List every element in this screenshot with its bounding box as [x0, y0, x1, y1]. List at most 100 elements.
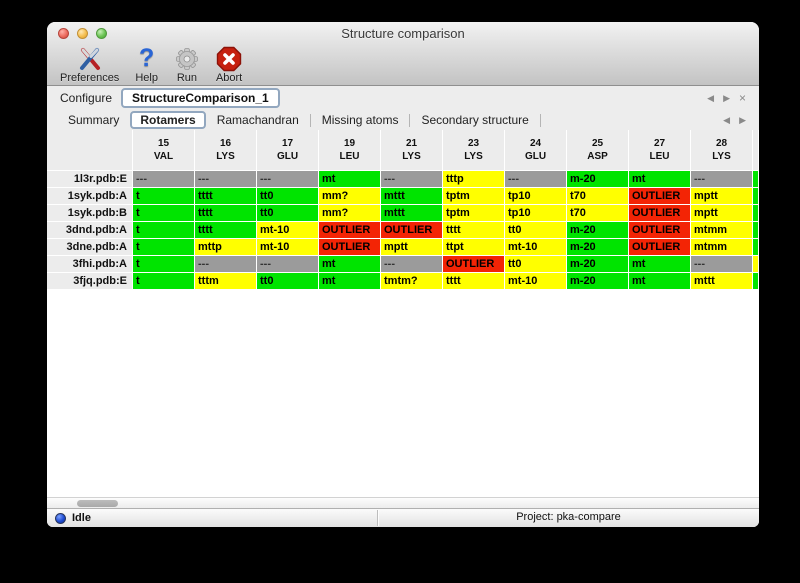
row-label[interactable]: 3fhi.pdb:A [47, 256, 132, 272]
rotamer-cell-partial[interactable] [753, 239, 758, 255]
rotamer-cell[interactable]: tttt [195, 205, 256, 221]
scroll-right-icon[interactable]: ▶ [739, 114, 746, 125]
scroll-right-icon[interactable]: ▶ [723, 92, 730, 103]
rotamer-cell[interactable]: --- [195, 171, 256, 187]
rotamer-cell[interactable]: mt-10 [257, 239, 318, 255]
tab-missing-atoms[interactable]: Missing atoms [321, 113, 399, 127]
rotamer-cell-partial[interactable] [753, 273, 758, 289]
rotamer-cell[interactable]: mm? [319, 205, 380, 221]
rotamer-cell[interactable]: mt-10 [257, 222, 318, 238]
rotamer-cell[interactable]: tt0 [257, 188, 318, 204]
rotamer-cell[interactable]: tt0 [505, 222, 566, 238]
preferences-button[interactable]: Preferences [57, 45, 122, 84]
rotamer-cell[interactable]: mttt [381, 205, 442, 221]
rotamer-cell[interactable]: OUTLIER [629, 239, 690, 255]
tab-secondary-structure[interactable]: Secondary structure [421, 113, 529, 127]
rotamer-cell[interactable]: mptt [691, 205, 752, 221]
rotamer-cell[interactable]: mt-10 [505, 273, 566, 289]
run-button[interactable]: Run [171, 45, 203, 84]
rotamer-cell[interactable]: tt0 [257, 205, 318, 221]
rotamer-cell[interactable]: t [133, 256, 194, 272]
rotamer-cell[interactable]: m-20 [567, 171, 628, 187]
rotamer-cell[interactable]: --- [381, 256, 442, 272]
zoom-button[interactable] [96, 28, 107, 39]
rotamer-cell[interactable]: OUTLIER [629, 222, 690, 238]
rotamer-cell[interactable]: tmtm? [381, 273, 442, 289]
tab-rotamers[interactable]: Rotamers [130, 111, 206, 129]
row-label[interactable]: 1syk.pdb:A [47, 188, 132, 204]
row-label[interactable]: 3dne.pdb:A [47, 239, 132, 255]
rotamer-cell[interactable]: OUTLIER [629, 188, 690, 204]
rotamer-cell[interactable]: tttt [195, 188, 256, 204]
rotamer-cell[interactable]: t [133, 222, 194, 238]
rotamer-cell-partial[interactable] [753, 256, 758, 272]
rotamer-cell[interactable]: --- [257, 171, 318, 187]
rotamer-cell[interactable]: --- [257, 256, 318, 272]
rotamer-cell[interactable]: --- [691, 171, 752, 187]
rotamer-cell[interactable]: t [133, 205, 194, 221]
scroll-left-icon[interactable]: ◀ [723, 114, 731, 125]
rotamer-cell[interactable]: t [133, 188, 194, 204]
rotamer-cell[interactable]: m-20 [567, 222, 628, 238]
rotamer-cell[interactable]: --- [195, 256, 256, 272]
rotamer-cell[interactable]: mt-10 [505, 239, 566, 255]
rotamer-cell[interactable]: t70 [567, 188, 628, 204]
rotamer-cell[interactable]: mt [629, 171, 690, 187]
rotamer-cell[interactable]: mttp [195, 239, 256, 255]
rotamer-cell[interactable]: t [133, 239, 194, 255]
rotamer-cell[interactable]: --- [133, 171, 194, 187]
rotamer-cell[interactable]: mttt [691, 273, 752, 289]
rotamer-cell[interactable]: m-20 [567, 239, 628, 255]
rotamer-cell[interactable]: mt [319, 256, 380, 272]
rotamer-cell[interactable]: mt [319, 171, 380, 187]
rotamer-cell-partial[interactable] [753, 222, 758, 238]
rotamer-cell[interactable]: t70 [567, 205, 628, 221]
abort-button[interactable]: Abort [213, 45, 245, 84]
rotamer-cell[interactable]: tptm [443, 205, 504, 221]
rotamer-cell[interactable]: tt0 [505, 256, 566, 272]
rotamer-cell[interactable]: tt0 [257, 273, 318, 289]
horizontal-scrollbar[interactable] [47, 497, 759, 509]
rotamer-cell[interactable]: tttt [443, 222, 504, 238]
rotamer-cell[interactable]: tp10 [505, 188, 566, 204]
rotamer-cell[interactable]: OUTLIER [443, 256, 504, 272]
rotamer-cell[interactable]: m-20 [567, 256, 628, 272]
rotamer-cell-partial[interactable] [753, 171, 758, 187]
rotamer-cell[interactable]: tttt [443, 273, 504, 289]
rotamer-cell[interactable]: mtmm [691, 222, 752, 238]
rotamer-cell[interactable]: ttpt [443, 239, 504, 255]
row-label[interactable]: 1syk.pdb:B [47, 205, 132, 221]
rotamer-cell[interactable]: tttt [195, 222, 256, 238]
rotamer-cell[interactable]: OUTLIER [381, 222, 442, 238]
rotamer-cell[interactable]: mptt [381, 239, 442, 255]
rotamer-cell[interactable]: OUTLIER [319, 222, 380, 238]
rotamer-cell[interactable]: mm? [319, 188, 380, 204]
rotamer-cell[interactable]: mttt [381, 188, 442, 204]
rotamer-cell[interactable]: mt [629, 273, 690, 289]
rotamer-cell[interactable]: tttm [195, 273, 256, 289]
rotamer-cell[interactable]: mtmm [691, 239, 752, 255]
rotamer-cell[interactable]: --- [505, 171, 566, 187]
rotamer-cell[interactable]: mt [629, 256, 690, 272]
close-tab-icon[interactable]: × [738, 90, 746, 105]
rotamer-cell[interactable]: OUTLIER [629, 205, 690, 221]
row-label[interactable]: 3dnd.pdb:A [47, 222, 132, 238]
scrollbar-thumb[interactable] [77, 500, 118, 507]
rotamer-cell[interactable]: tp10 [505, 205, 566, 221]
rotamer-cell-partial[interactable] [753, 188, 758, 204]
rotamer-cell[interactable]: tptm [443, 188, 504, 204]
rotamer-cell[interactable]: mptt [691, 188, 752, 204]
rotamer-cell[interactable]: tttp [443, 171, 504, 187]
tab-ramachandran[interactable]: Ramachandran [216, 113, 299, 127]
row-label[interactable]: 1l3r.pdb:E [47, 171, 132, 187]
row-label[interactable]: 3fjq.pdb:E [47, 273, 132, 289]
rotamer-cell[interactable]: t [133, 273, 194, 289]
title-bar[interactable]: Structure comparison [47, 22, 759, 44]
rotamer-cell-partial[interactable] [753, 205, 758, 221]
close-button[interactable] [58, 28, 69, 39]
configure-selected-tab[interactable]: StructureComparison_1 [121, 88, 280, 108]
rotamer-cell[interactable]: m-20 [567, 273, 628, 289]
help-button[interactable]: ? Help [132, 45, 161, 85]
rotamer-cell[interactable]: OUTLIER [319, 239, 380, 255]
rotamer-cell[interactable]: --- [691, 256, 752, 272]
